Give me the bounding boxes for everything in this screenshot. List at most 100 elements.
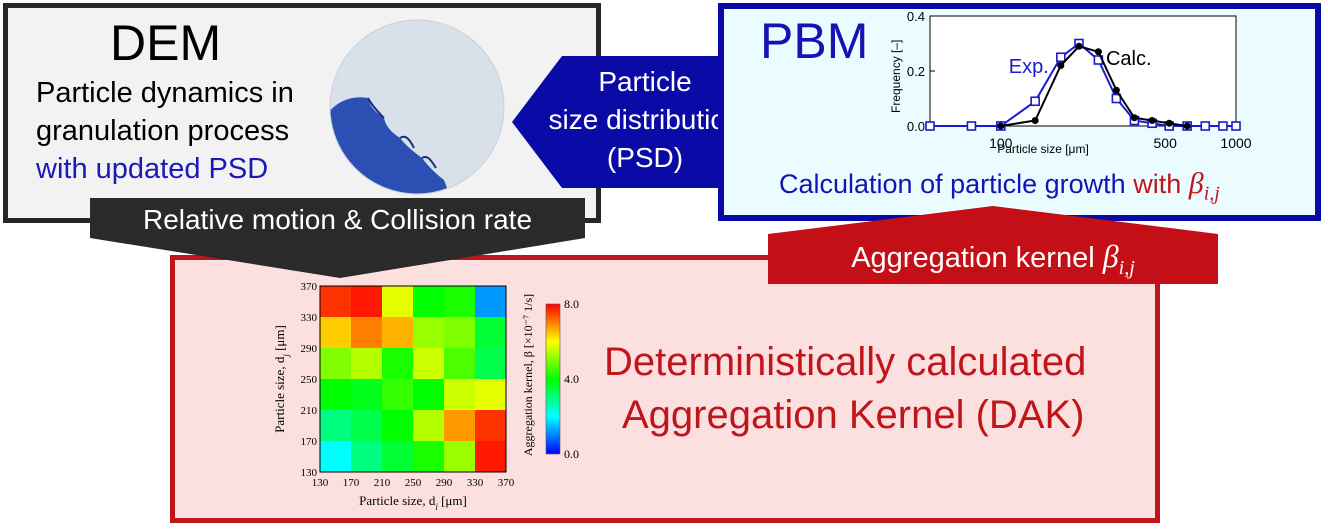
heatmap-cell	[351, 317, 383, 349]
heatmap-x-tick-label: 210	[374, 477, 391, 489]
heatmap-y-axis-subscript: j	[281, 354, 291, 358]
aggregation-kernel-label: Aggregation kernel	[851, 242, 1095, 274]
psd-calc-point	[1165, 119, 1173, 127]
psd-exp-point	[925, 121, 935, 131]
heatmap-x-tick-label: 130	[312, 477, 329, 489]
collision-rate-banner-text: Relative motion & Collision rate	[142, 204, 533, 235]
pbm-caption-text: Calculation of particle growth	[779, 169, 1126, 199]
psd-arrow-line-2: size distribution	[548, 104, 742, 135]
heatmap-cell	[382, 441, 414, 473]
psd-y-tick-label: 0.4	[907, 9, 925, 24]
heatmap-x-tick-label: 250	[405, 477, 422, 489]
dem-title: DEM	[110, 15, 222, 71]
dak-line-1: Deterministically calculated	[604, 340, 1087, 384]
psd-y-axis-label: Frequency [–]	[889, 40, 903, 113]
heatmap-cell	[444, 410, 476, 442]
dem-particle-illustration	[329, 19, 505, 195]
heatmap-cell	[413, 317, 445, 349]
heatmap-x-axis-subscript: i	[435, 502, 438, 512]
heatmap-cell	[475, 441, 507, 473]
heatmap-x-axis-unit: [μm]	[438, 493, 467, 508]
psd-arrow-line-1: Particle	[598, 66, 692, 97]
heatmap-cell	[475, 410, 507, 442]
aggregation-kernel-banner	[768, 206, 1218, 284]
heatmap-cell	[444, 441, 476, 473]
heatmap-y-tick-label: 290	[301, 343, 318, 355]
psd-chart: 0.0 0.2 0.4 100 500 1000 Particle size [μm] Fre…	[889, 9, 1252, 156]
psd-exp-point	[1056, 52, 1066, 63]
dak-line-2: Aggregation Kernel (DAK)	[622, 393, 1085, 437]
heatmap-cell	[413, 348, 445, 380]
heatmap-cell	[382, 317, 414, 349]
heatmap-x-tick-label: 330	[467, 477, 484, 489]
heatmap-x-axis-label: Particle size, di [μm]	[359, 493, 467, 512]
heatmap-cell	[382, 410, 414, 442]
pbm-caption-subscript: i,j	[1203, 182, 1220, 205]
pbm-caption-with: with	[1133, 169, 1182, 199]
heatmap-cell	[382, 286, 414, 318]
heatmap-y-tick-label: 170	[301, 436, 318, 448]
heatmap-cell	[475, 286, 507, 318]
heatmap-cell	[351, 379, 383, 411]
heatmap-y-tick-label: 210	[301, 405, 318, 417]
psd-series-line-1	[1000, 45, 1188, 127]
heatmap-cell	[382, 348, 414, 380]
psd-exp-point	[966, 121, 977, 131]
psd-y-tick-label: 0.0	[907, 119, 925, 134]
heatmap-cell	[413, 410, 445, 442]
psd-x-axis-label: Particle size [μm]	[997, 142, 1089, 156]
psd-calc-point	[997, 122, 1005, 130]
heatmap-colorbar	[545, 303, 561, 455]
psd-calc-point	[1112, 86, 1120, 94]
heatmap-cell	[351, 348, 383, 380]
heatmap-y-tick-label: 250	[301, 374, 318, 386]
psd-x-tick-label: 500	[1154, 135, 1178, 151]
aggregation-kernel-banner-text: Aggregation kernel βi,j	[768, 238, 1218, 280]
heatmap-y-tick-label: 330	[301, 312, 318, 324]
heatmap-cell	[320, 379, 352, 411]
heatmap-cell	[475, 379, 507, 411]
heatmap-colorbar-tick-label: 4.0	[564, 372, 579, 386]
psd-arrow-line-3: (PSD)	[606, 142, 684, 173]
psd-calc-point	[1130, 114, 1138, 122]
heatmap-cell	[413, 286, 445, 318]
heatmap-cell	[475, 317, 507, 349]
psd-legend-calc: Calc.	[1106, 48, 1152, 70]
psd-calc-point	[1148, 117, 1156, 124]
heatmap-frame	[319, 285, 507, 473]
psd-legend-exp: Exp.	[1009, 56, 1049, 78]
psd-exp-point	[1111, 93, 1122, 104]
collision-rate-banner	[90, 198, 585, 278]
heatmap-cell	[351, 441, 383, 473]
psd-x-tick-label: 100	[989, 135, 1013, 151]
heatmap-cell	[413, 379, 445, 411]
heatmap-cell	[444, 317, 476, 349]
psd-calc-point	[1183, 122, 1191, 130]
heatmap-cell	[320, 286, 352, 318]
heatmap-cell	[444, 379, 476, 411]
heatmap-cell	[351, 410, 383, 442]
heatmap-colorbar-tick-label: 8.0	[564, 297, 579, 311]
pbm-caption-beta: β	[1188, 167, 1204, 200]
psd-arrow	[512, 56, 760, 188]
heatmap-y-tick-label: 130	[301, 467, 318, 479]
dem-line-1: Particle dynamics in	[36, 77, 294, 109]
psd-calc-point	[1075, 42, 1083, 50]
psd-calc-point	[1031, 117, 1039, 124]
aggregation-kernel-subscript: i,j	[1118, 256, 1135, 279]
aggregation-kernel-beta: β	[1102, 238, 1119, 274]
psd-exp-point	[1231, 121, 1241, 131]
heatmap-y-axis-label: Particle size, dj [μm]	[272, 325, 291, 433]
heatmap-cell	[413, 441, 445, 473]
heatmap-x-tick-label: 170	[343, 477, 360, 489]
heatmap-colorbar-tick-label: 0.0	[564, 447, 579, 461]
heatmap-cell	[320, 317, 352, 349]
psd-calc-point	[1094, 48, 1102, 56]
psd-exp-point	[1030, 96, 1040, 107]
heatmap-cell	[351, 286, 383, 318]
heatmap-cell	[475, 348, 507, 380]
psd-calc-point	[1057, 62, 1065, 69]
psd-plot-area	[929, 15, 1237, 127]
heatmap-x-tick-label: 290	[436, 477, 453, 489]
psd-x-tick-label: 1000	[1220, 135, 1251, 151]
